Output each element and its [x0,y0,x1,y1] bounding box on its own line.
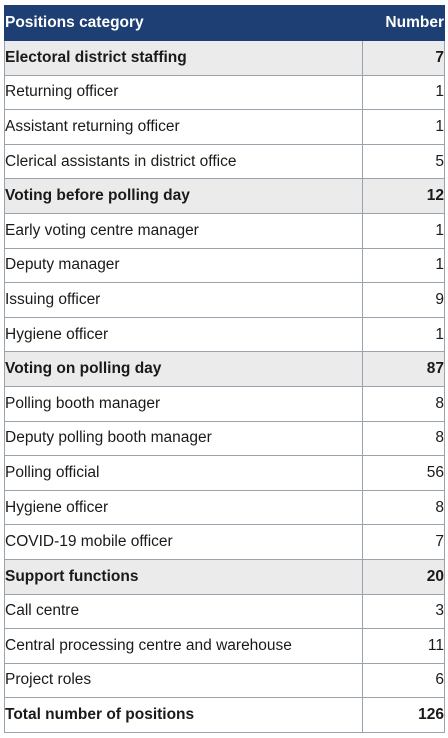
table-row: Hygiene officer 8 [4,489,445,526]
position-value: 1 [362,316,445,353]
category-value: 7 [362,40,445,76]
position-label: Deputy polling booth manager [4,420,363,457]
table-row: Returning officer 1 [4,74,445,111]
position-label: Hygiene officer [4,489,363,526]
position-value: 56 [362,455,445,491]
table-row: Call centre 3 [4,593,445,630]
position-label: Central processing centre and warehouse [4,628,363,664]
position-label: Project roles [4,662,363,699]
position-label: Early voting centre manager [4,212,363,249]
position-value: 11 [362,628,445,664]
header-row: Positions category Number [4,5,445,41]
position-value: 6 [362,662,445,699]
total-label: Total number of positions [4,697,363,733]
position-value: 8 [362,420,445,457]
table-row: Polling official 56 [4,455,445,491]
position-label: Call centre [4,593,363,630]
category-row: Voting before polling day 12 [4,178,445,214]
position-label: Issuing officer [4,282,363,318]
table-row: COVID-19 mobile officer 7 [4,524,445,560]
position-value: 8 [362,385,445,422]
table-row: Central processing centre and warehouse 1… [4,628,445,664]
position-label: Polling official [4,455,363,491]
table-row: Project roles 6 [4,662,445,699]
category-row: Electoral district staffing 7 [4,40,445,76]
table-row: Clerical assistants in district office 5 [4,143,445,180]
total-row: Total number of positions 126 [4,697,445,733]
category-label: Support functions [4,558,363,595]
table-row: Deputy polling booth manager 8 [4,420,445,457]
position-value: 1 [362,212,445,249]
category-label: Voting on polling day [4,351,363,387]
category-value: 20 [362,558,445,595]
category-value: 87 [362,351,445,387]
category-label: Electoral district staffing [4,40,363,76]
header-category: Positions category [4,5,363,41]
position-value: 8 [362,489,445,526]
position-value: 9 [362,282,445,318]
position-label: Returning officer [4,74,363,111]
positions-table: Positions category Number Electoral dist… [4,5,445,733]
position-value: 1 [362,74,445,111]
table-body: Electoral district staffing 7 Returning of… [4,40,445,733]
table-row: Issuing officer 9 [4,282,445,318]
position-label: Clerical assistants in district office [4,143,363,180]
position-value: 1 [362,247,445,284]
category-value: 12 [362,178,445,214]
position-label: Hygiene officer [4,316,363,353]
position-value: 7 [362,524,445,560]
position-label: Assistant returning officer [4,109,363,145]
position-label: COVID-19 mobile officer [4,524,363,560]
table-row: Polling booth manager 8 [4,385,445,422]
total-value: 126 [362,697,445,733]
table-row: Early voting centre manager 1 [4,212,445,249]
category-row: Voting on polling day 87 [4,351,445,387]
position-value: 5 [362,143,445,180]
position-label: Deputy manager [4,247,363,284]
header-number: Number [362,5,445,41]
table-row: Assistant returning officer 1 [4,109,445,145]
table-row: Deputy manager 1 [4,247,445,284]
category-row: Support functions 20 [4,558,445,595]
position-value: 3 [362,593,445,630]
position-value: 1 [362,109,445,145]
position-label: Polling booth manager [4,385,363,422]
category-label: Voting before polling day [4,178,363,214]
table-row: Hygiene officer 1 [4,316,445,353]
